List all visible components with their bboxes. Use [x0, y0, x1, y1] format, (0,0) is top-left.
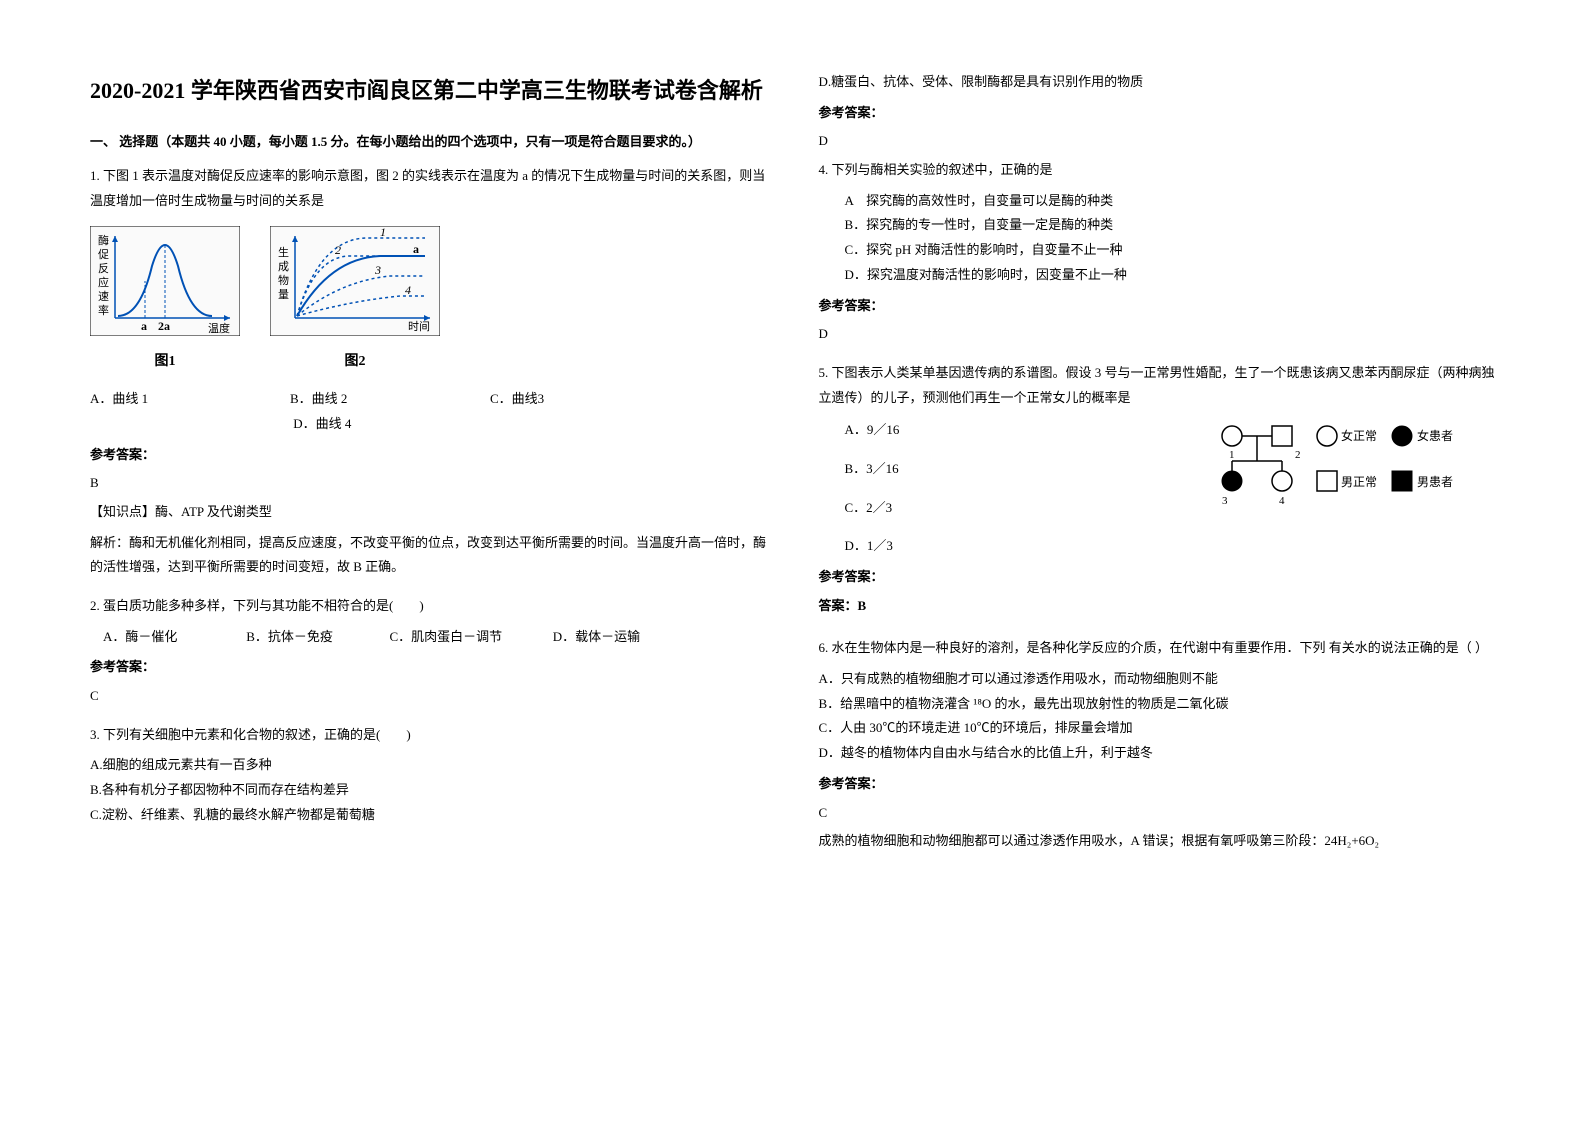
q5-stem: 5. 下图表示人类某单基因遗传病的系谱图。假设 3 号与一正常男性婚配，生了一个…	[819, 361, 1498, 410]
q2-options: A．酶－催化 B．抗体－免疫 C．肌肉蛋白－调节 D．载体－运输	[90, 625, 769, 650]
q2-answer-label: 参考答案：	[90, 655, 769, 680]
question-1: 1. 下图 1 表示温度对酶促反应速率的影响示意图，图 2 的实线表示在温度为 …	[90, 164, 769, 579]
figure-2-wrap: 生 成 物 量 1 2 a	[270, 226, 440, 375]
svg-text:1: 1	[380, 226, 386, 239]
svg-text:促: 促	[98, 247, 109, 261]
svg-text:率: 率	[98, 303, 109, 317]
q3-optC: C.淀粉、纤维素、乳糖的最终水解产物都是葡萄糖	[90, 803, 769, 828]
q3-stem: 3. 下列有关细胞中元素和化合物的叙述，正确的是( )	[90, 723, 769, 748]
q5-optD: D．1／3	[819, 534, 1498, 559]
svg-text:女患者: 女患者	[1417, 428, 1453, 443]
q1-answer-label: 参考答案：	[90, 443, 769, 468]
q6-optC: C．人由 30℃的环境走进 10℃的环境后，排尿量会增加	[819, 716, 1498, 741]
q5-answer-label: 参考答案：	[819, 565, 1498, 590]
q2-optD: D．载体－运输	[553, 629, 640, 644]
svg-text:2: 2	[1295, 449, 1301, 461]
question-4: 4. 下列与酶相关实验的叙述中，正确的是 A 探究酶的高效性时，自变量可以是酶的…	[819, 158, 1498, 347]
q4-answer: D	[819, 322, 1498, 347]
q3-optB: B.各种有机分子都因物种不同而存在结构差异	[90, 778, 769, 803]
q4-stem: 4. 下列与酶相关实验的叙述中，正确的是	[819, 158, 1498, 183]
fig2-label: 图2	[270, 349, 440, 376]
q6-answer-label: 参考答案：	[819, 772, 1498, 797]
q2-answer: C	[90, 684, 769, 709]
svg-text:生: 生	[278, 245, 289, 259]
right-column: D.糖蛋白、抗体、受体、限制酶都是具有识别作用的物质 参考答案： D 4. 下列…	[819, 70, 1498, 868]
svg-text:温度: 温度	[208, 321, 230, 335]
q1-optB: B．曲线 2	[290, 387, 490, 412]
q1-answer: B	[90, 471, 769, 496]
svg-text:4: 4	[1279, 495, 1285, 506]
q1-figures: 酶 促 反 应 速 率 a 2a	[90, 226, 769, 375]
question-3: 3. 下列有关细胞中元素和化合物的叙述，正确的是( ) A.细胞的组成元素共有一…	[90, 723, 769, 828]
question-6: 6. 水在生物体内是一种良好的溶剂，是各种化学反应的介质，在代谢中有重要作用．下…	[819, 636, 1498, 854]
q1-analysis: 解析：酶和无机催化剂相同，提高反应速度，不改变平衡的位点，改变到达平衡所需要的时…	[90, 531, 769, 580]
pedigree-diagram: 1 2 女正常 女患者 3 4 男正常 男患者	[1217, 416, 1497, 506]
figure-1: 酶 促 反 应 速 率 a 2a	[90, 226, 240, 336]
q1-optA: A．曲线 1	[90, 387, 290, 412]
q6-analysis: 成熟的植物细胞和动物细胞都可以通过渗透作用吸水，A 错误；根据有氧呼吸第三阶段：…	[819, 829, 1498, 854]
section-1-title: 一、 选择题（本题共 40 小题，每小题 1.5 分。在每小题给出的四个选项中，…	[90, 130, 769, 155]
q4-answer-label: 参考答案：	[819, 294, 1498, 319]
fig1-label: 图1	[90, 349, 240, 376]
q6-optA: A．只有成熟的植物细胞才可以通过渗透作用吸水，而动物细胞则不能	[819, 667, 1498, 692]
q4-optA: A 探究酶的高效性时，自变量可以是酶的种类	[819, 189, 1498, 214]
q3-optA: A.细胞的组成元素共有一百多种	[90, 753, 769, 778]
q5-answer: 答案：B	[819, 594, 1498, 619]
svg-text:时间: 时间	[408, 320, 430, 333]
svg-text:量: 量	[278, 288, 289, 301]
q6-stem: 6. 水在生物体内是一种良好的溶剂，是各种化学反应的介质，在代谢中有重要作用．下…	[819, 636, 1498, 661]
q4-optD: D．探究温度对酶活性的影响时，因变量不止一种	[819, 263, 1498, 288]
svg-text:4: 4	[405, 283, 411, 297]
q1-optC: C．曲线3	[490, 387, 544, 412]
svg-text:3: 3	[1222, 495, 1228, 506]
svg-text:男患者: 男患者	[1417, 475, 1453, 489]
svg-text:2: 2	[335, 243, 341, 257]
svg-text:成: 成	[278, 260, 289, 273]
svg-text:应: 应	[98, 275, 109, 289]
svg-text:a: a	[141, 319, 147, 333]
svg-text:速: 速	[98, 290, 109, 303]
svg-text:3: 3	[374, 263, 381, 277]
q2-optB: B．抗体－免疫	[246, 625, 386, 650]
svg-text:男正常: 男正常	[1341, 475, 1377, 489]
question-2: 2. 蛋白质功能多种多样，下列与其功能不相符合的是( ) A．酶－催化 B．抗体…	[90, 594, 769, 709]
q1-optD-row: D．曲线 4	[90, 412, 769, 437]
q3-answer-label: 参考答案：	[819, 101, 1498, 126]
q1-options: A．曲线 1 B．曲线 2 C．曲线3	[90, 387, 769, 412]
q2-stem: 2. 蛋白质功能多种多样，下列与其功能不相符合的是( )	[90, 594, 769, 619]
question-5: 5. 下图表示人类某单基因遗传病的系谱图。假设 3 号与一正常男性婚配，生了一个…	[819, 361, 1498, 623]
q4-optC: C．探究 pH 对酶活性的影响时，自变量不止一种	[819, 238, 1498, 263]
q1-stem: 1. 下图 1 表示温度对酶促反应速率的影响示意图，图 2 的实线表示在温度为 …	[90, 164, 769, 213]
left-column: 2020-2021 学年陕西省西安市阎良区第二中学高三生物联考试卷含解析 一、 …	[90, 70, 769, 868]
q1-optD: D．曲线 4	[293, 416, 351, 431]
svg-text:女正常: 女正常	[1341, 428, 1377, 443]
exam-title: 2020-2021 学年陕西省西安市阎良区第二中学高三生物联考试卷含解析	[90, 70, 769, 112]
figure-1-wrap: 酶 促 反 应 速 率 a 2a	[90, 226, 240, 375]
q4-optB: B．探究酶的专一性时，自变量一定是酶的种类	[819, 213, 1498, 238]
q6-answer: C	[819, 801, 1498, 826]
q1-knowledge: 【知识点】酶、ATP 及代谢类型	[90, 500, 769, 525]
svg-text:反: 反	[98, 262, 109, 275]
svg-text:a: a	[413, 242, 419, 256]
q6-optD: D．越冬的植物体内自由水与结合水的比值上升，利于越冬	[819, 741, 1498, 766]
q6-optB: B．给黑暗中的植物浇灌含 ¹⁸O 的水，最先出现放射性的物质是二氧化碳	[819, 692, 1498, 717]
q3-optD: D.糖蛋白、抗体、受体、限制酶都是具有识别作用的物质	[819, 70, 1498, 95]
svg-text:物: 物	[278, 273, 289, 287]
q2-optA: A．酶－催化	[103, 625, 243, 650]
svg-text:2a: 2a	[158, 319, 170, 333]
svg-text:1: 1	[1229, 449, 1235, 461]
svg-text:酶: 酶	[98, 234, 109, 247]
figure-2: 生 成 物 量 1 2 a	[270, 226, 440, 336]
q2-optC: C．肌肉蛋白－调节	[390, 625, 550, 650]
q3-answer: D	[819, 129, 1498, 154]
